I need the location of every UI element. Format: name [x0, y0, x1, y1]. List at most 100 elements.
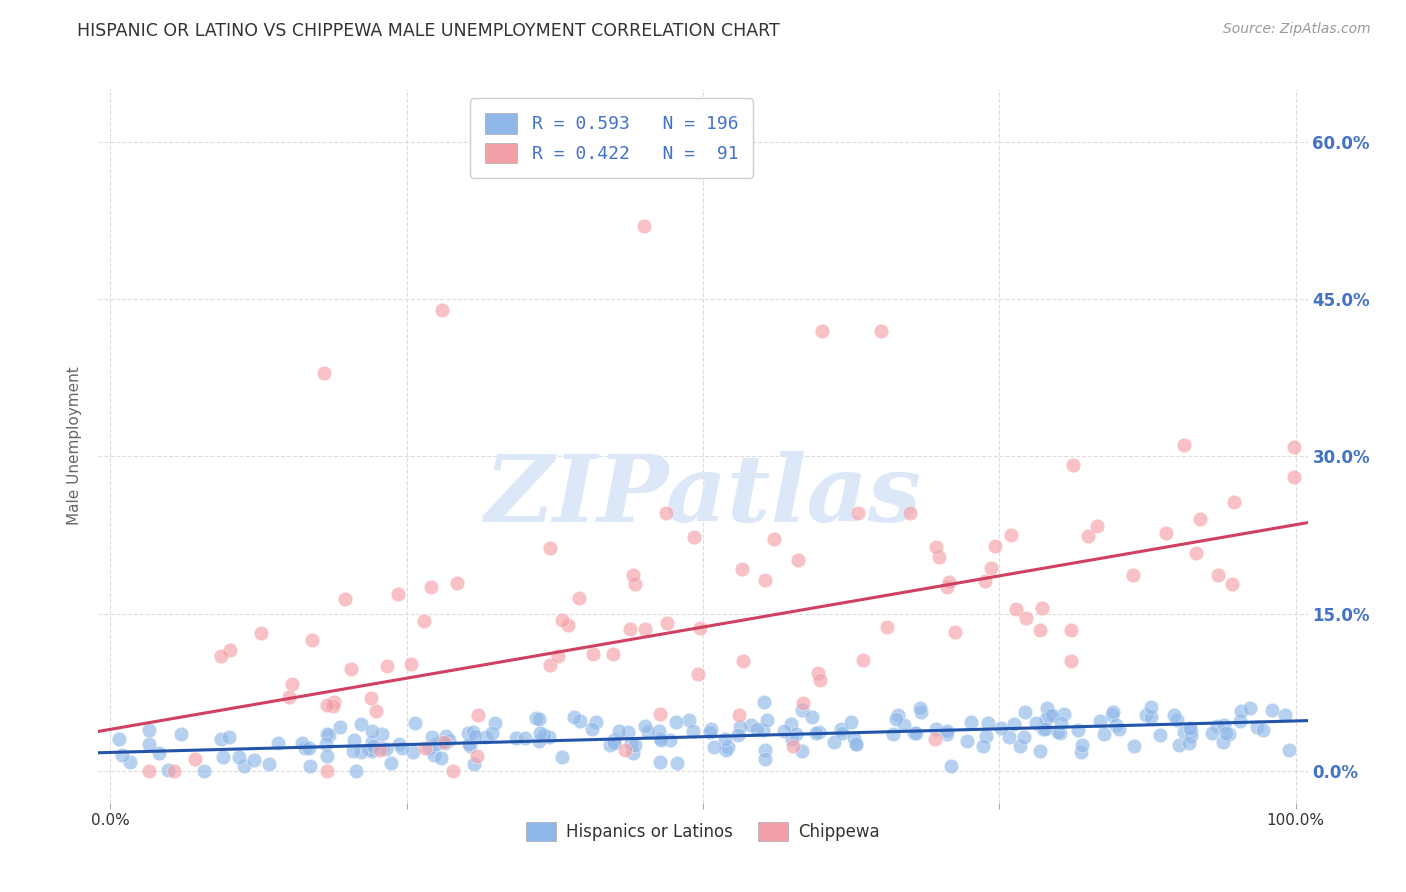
Point: [682, 530, 704, 544]
Point: [1239, 701, 1261, 715]
Point: [267, 736, 290, 750]
Point: [599, 738, 621, 752]
Point: [785, 727, 807, 741]
Point: [603, 732, 626, 747]
Point: [312, 366, 335, 380]
Point: [846, 506, 869, 520]
Point: [792, 703, 814, 717]
Point: [1246, 720, 1268, 734]
Point: [322, 699, 344, 714]
Point: [1035, 712, 1057, 726]
Point: [315, 737, 337, 751]
Point: [893, 717, 915, 731]
Point: [731, 654, 754, 668]
Point: [391, 741, 413, 756]
Point: [467, 707, 489, 722]
Point: [537, 730, 560, 744]
Point: [842, 731, 865, 745]
Point: [689, 621, 711, 635]
Point: [1002, 716, 1025, 731]
Point: [1039, 708, 1062, 723]
Point: [655, 506, 678, 520]
Point: [665, 714, 688, 729]
Point: [1108, 722, 1130, 736]
Point: [1213, 718, 1236, 732]
Point: [1178, 721, 1201, 735]
Text: Source: ZipAtlas.com: Source: ZipAtlas.com: [1223, 22, 1371, 37]
Point: [1031, 601, 1053, 615]
Point: [1230, 704, 1253, 718]
Point: [420, 730, 443, 744]
Point: [1101, 708, 1123, 723]
Point: [1140, 710, 1163, 724]
Y-axis label: Male Unemployment: Male Unemployment: [67, 367, 83, 525]
Point: [699, 722, 721, 736]
Point: [209, 731, 232, 746]
Point: [232, 759, 254, 773]
Point: [157, 763, 180, 777]
Point: [686, 667, 709, 681]
Point: [984, 539, 1007, 553]
Point: [1166, 714, 1188, 728]
Point: [752, 723, 775, 737]
Point: [756, 713, 779, 727]
Point: [1105, 718, 1128, 732]
Point: [316, 749, 339, 764]
Point: [650, 733, 672, 747]
Point: [551, 749, 574, 764]
Point: [845, 737, 868, 751]
Point: [613, 742, 636, 756]
Point: [1178, 736, 1201, 750]
Point: [170, 727, 193, 741]
Point: [1173, 438, 1195, 452]
Point: [527, 734, 550, 748]
Point: [432, 302, 454, 317]
Point: [148, 746, 170, 760]
Point: [1205, 719, 1227, 733]
Point: [1049, 726, 1071, 740]
Point: [682, 724, 704, 739]
Point: [904, 726, 927, 740]
Point: [634, 719, 657, 733]
Point: [935, 580, 957, 594]
Point: [1025, 716, 1047, 731]
Point: [458, 739, 481, 753]
Point: [557, 618, 579, 632]
Point: [703, 739, 725, 754]
Point: [801, 710, 824, 724]
Point: [538, 657, 561, 672]
Point: [111, 747, 134, 762]
Point: [728, 720, 751, 734]
Point: [1278, 743, 1301, 757]
Point: [1215, 726, 1237, 740]
Point: [138, 723, 160, 738]
Point: [371, 741, 394, 756]
Point: [886, 708, 908, 723]
Point: [763, 532, 786, 546]
Point: [193, 764, 215, 779]
Point: [1218, 727, 1240, 741]
Point: [1015, 611, 1038, 625]
Point: [211, 750, 233, 764]
Point: [1220, 576, 1243, 591]
Point: [1035, 701, 1057, 715]
Point: [831, 725, 853, 739]
Point: [465, 748, 488, 763]
Point: [360, 734, 382, 748]
Point: [1212, 735, 1234, 749]
Point: [475, 730, 498, 744]
Point: [658, 733, 681, 747]
Point: [808, 673, 831, 687]
Point: [623, 747, 645, 761]
Point: [731, 561, 754, 575]
Point: [936, 727, 959, 741]
Point: [990, 721, 1012, 735]
Point: [617, 725, 640, 739]
Point: [823, 735, 845, 749]
Point: [323, 695, 346, 709]
Point: [935, 724, 957, 739]
Point: [243, 754, 266, 768]
Point: [1139, 699, 1161, 714]
Point: [648, 707, 671, 722]
Point: [928, 549, 950, 564]
